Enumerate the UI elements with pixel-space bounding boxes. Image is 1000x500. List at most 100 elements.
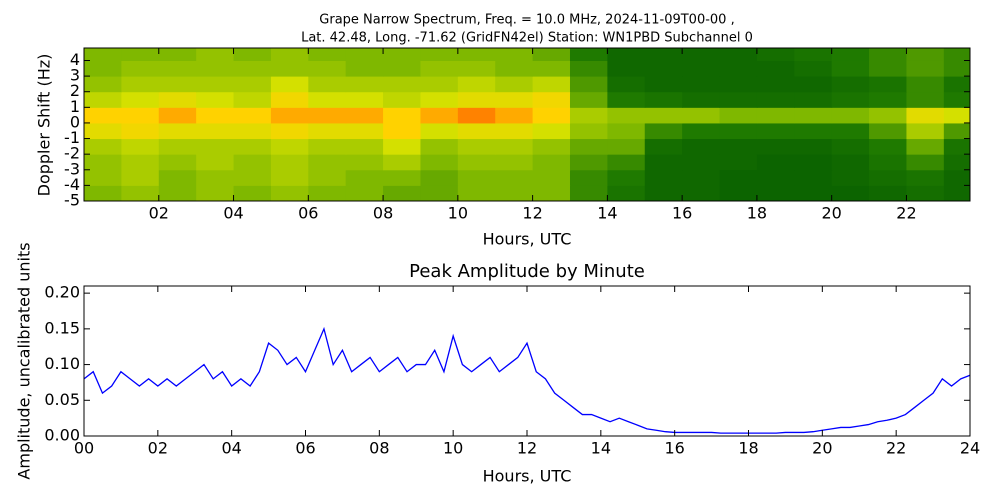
heat-cell: [383, 169, 421, 186]
x-tick-label: 00: [74, 439, 94, 458]
heat-cell: [682, 122, 721, 140]
heat-cell: [794, 154, 833, 171]
heat-cell: [607, 154, 646, 171]
heat-cell: [943, 60, 971, 77]
x-tick-label: 14: [597, 204, 617, 223]
y-tick-label: 3: [70, 66, 80, 85]
heat-cell: [383, 185, 421, 202]
heat-cell: [831, 169, 870, 186]
heat-cell: [569, 60, 608, 77]
heat-cell: [345, 122, 384, 140]
heat-cell: [270, 91, 309, 108]
heat-cell: [121, 138, 160, 155]
heat-cell: [495, 60, 534, 77]
heat-cell: [457, 48, 496, 61]
heat-cell: [308, 60, 347, 77]
heat-cell: [756, 169, 795, 186]
heat-cell: [345, 107, 384, 124]
heat-cell: [569, 122, 608, 140]
heat-cell: [831, 48, 870, 61]
heat-cell: [644, 107, 683, 124]
heat-cell: [457, 138, 496, 155]
heat-cell: [682, 138, 721, 155]
series-line: [83, 326, 971, 434]
heat-cell: [644, 169, 683, 186]
heat-cell: [121, 122, 160, 140]
x-tick-label: 06: [295, 439, 315, 458]
y-tick-label: 0.10: [44, 354, 80, 373]
heat-cell: [607, 122, 646, 140]
heat-cell: [682, 76, 721, 93]
x-tick-label: 10: [443, 439, 463, 458]
heat-cell: [233, 185, 272, 202]
x-tick-label: 08: [373, 204, 393, 223]
heat-cell: [270, 60, 309, 77]
heat-cell: [644, 48, 683, 61]
heat-cell: [345, 60, 384, 77]
heat-cell: [158, 122, 197, 140]
heat-cell: [682, 48, 721, 61]
x-tick-label: 06: [298, 204, 318, 223]
chart-title: Grape Narrow Spectrum, Freq. = 10.0 MHz,…: [319, 13, 734, 28]
heat-cell: [383, 76, 421, 93]
heat-cell: [196, 122, 235, 140]
heat-cell: [121, 76, 160, 93]
heat-cell: [719, 122, 758, 140]
heat-cell: [84, 138, 122, 155]
y-tick-label: -5: [64, 191, 80, 210]
heat-cell: [457, 91, 496, 108]
heat-cell: [420, 48, 459, 61]
heat-cell: [457, 169, 496, 186]
heat-cell: [84, 76, 122, 93]
heat-cell: [719, 60, 758, 77]
heat-cell: [831, 60, 870, 77]
heat-cell: [943, 169, 971, 186]
heat-cell: [943, 76, 971, 93]
x-tick-label: 20: [821, 204, 841, 223]
heat-cell: [756, 76, 795, 93]
heat-cell: [794, 91, 833, 108]
heat-cell: [84, 122, 122, 140]
heat-cell: [682, 91, 721, 108]
heat-cell: [569, 48, 608, 61]
heat-cell: [831, 76, 870, 93]
heat-cell: [906, 185, 945, 202]
y-tick-label: -3: [64, 159, 80, 178]
heat-cell: [569, 154, 608, 171]
heat-cell: [532, 169, 571, 186]
heat-cell: [906, 48, 945, 61]
x-tick-label: 08: [369, 439, 389, 458]
x-tick-label: 12: [522, 204, 542, 223]
heat-cell: [869, 76, 907, 93]
heat-cell: [495, 91, 534, 108]
heat-cell: [270, 107, 309, 124]
heat-cell: [532, 185, 571, 202]
y-tick-label: -4: [64, 175, 80, 194]
x-tick-label: 18: [738, 439, 758, 458]
heat-cell: [383, 91, 421, 108]
heat-cell: [196, 48, 235, 61]
y-tick-label: 0.20: [44, 283, 80, 302]
heat-cell: [457, 60, 496, 77]
heat-cell: [121, 154, 160, 171]
heat-cell: [869, 48, 907, 61]
heat-cell: [719, 185, 758, 202]
y-axis-label: Doppler Shift (Hz): [35, 54, 54, 197]
x-axis-label: Hours, UTC: [483, 467, 572, 486]
x-tick-label: 22: [896, 204, 916, 223]
heat-cell: [943, 185, 971, 202]
heat-cell: [831, 138, 870, 155]
heat-cell: [158, 138, 197, 155]
heat-cell: [383, 138, 421, 155]
heat-cell: [158, 154, 197, 171]
x-tick-label: 20: [812, 439, 832, 458]
heat-cell: [84, 107, 122, 124]
heat-cell: [906, 154, 945, 171]
heat-cell: [607, 138, 646, 155]
y-tick-label: 4: [70, 50, 80, 69]
heat-cell: [121, 107, 160, 124]
heat-cell: [270, 154, 309, 171]
heat-cell: [196, 91, 235, 108]
heat-cell: [756, 185, 795, 202]
